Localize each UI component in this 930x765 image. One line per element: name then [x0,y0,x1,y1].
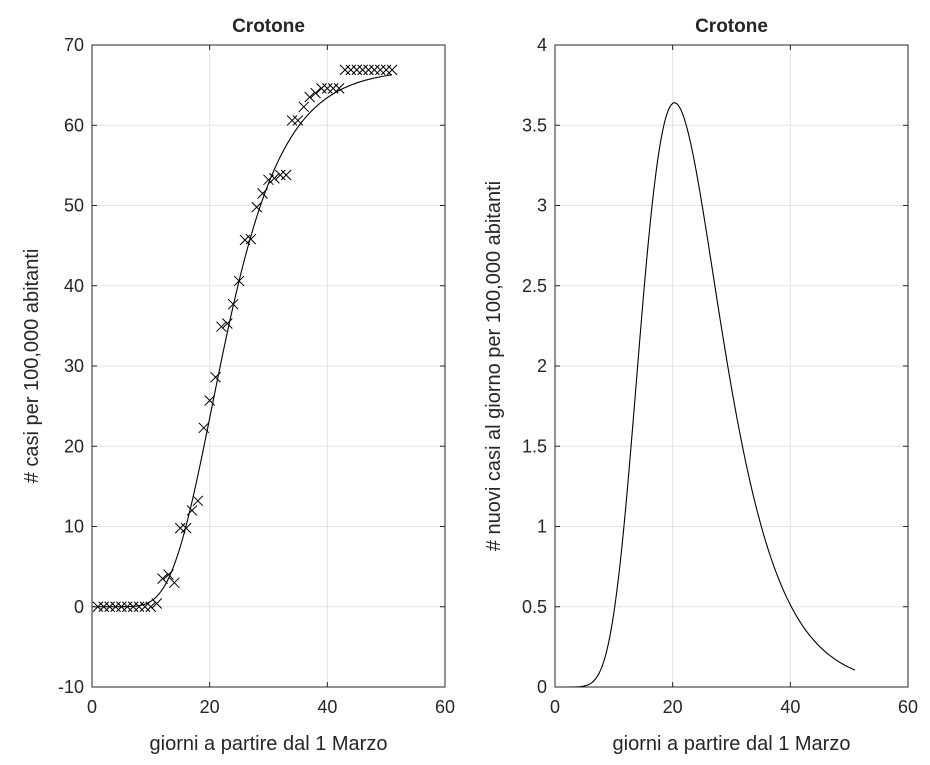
x-tick-label: 0 [550,697,560,717]
x-tick-label: 20 [663,697,683,717]
y-tick-label: 70 [64,35,84,55]
data-point-marker [286,115,298,126]
data-point-marker [180,522,192,534]
data-point-marker [316,82,327,94]
data-point-marker [192,495,204,507]
data-point-marker [216,321,227,333]
data-point-marker [345,64,357,76]
chart-title: Crotone [695,16,768,37]
data-point-marker [133,601,145,613]
data-point-marker [339,64,351,76]
chart-title: Crotone [232,16,305,37]
fit-curve-line [92,74,393,608]
data-point-marker [363,64,374,76]
fit-curve-line [555,102,856,688]
y-tick-label: 10 [64,517,84,537]
y-tick-label: -10 [58,677,84,697]
chart-2: 0 20 40 60 0 0.5 1 1.5 2 2.5 3 3.5 4 Crotone giorni a … [483,16,918,755]
data-point-marker [269,172,280,184]
x-axis-label: giorni a partire dal 1 Marzo [150,733,388,755]
x-axis-label: giorni a partire dal 1 Marzo [613,733,851,755]
data-point-marker [357,64,368,76]
data-point-marker [157,573,168,585]
y-tick-label: 1 [537,517,547,537]
data-point-marker [304,91,316,103]
data-point-marker [369,64,380,76]
data-point-marker [280,169,292,181]
data-point-marker [251,201,263,213]
y-tick-label: 60 [64,115,84,135]
data-point-marker [169,577,180,589]
y-tick-label: 1.5 [522,436,547,456]
y-tick-label: 2 [537,356,547,376]
data-point-marker [351,64,363,76]
y-tick-label: 0.5 [522,597,547,617]
x-tick-label: 20 [200,697,220,717]
y-tick-label: 50 [64,196,84,216]
y-axis-label: # nuovi casi al giorno per 100,000 abita… [483,181,505,551]
y-tick-label: 30 [64,356,84,376]
data-point-marker [310,87,321,99]
data-point-marker [298,101,310,113]
data-point-marker [274,169,286,181]
y-tick-label: 0 [74,597,84,617]
y-axis-label: # casi per 100,000 abitanti [21,249,43,484]
y-tick-label: 3.5 [522,115,547,135]
x-tick-label: 40 [317,697,337,717]
x-tick-label: 60 [435,697,455,717]
y-tick-label: 4 [537,35,547,55]
data-point-marker [374,64,386,76]
data-point-marker [321,82,333,94]
y-tick-label: 20 [64,436,84,456]
y-tick-label: 0 [537,677,547,697]
data-point-marker [139,601,151,613]
x-tick-label: 60 [898,697,918,717]
data-point-marker [386,64,398,76]
data-point-marker [174,522,186,534]
data-point-marker [245,233,257,245]
x-tick-label: 0 [87,697,97,717]
y-tick-label: 40 [64,276,84,296]
y-tick-label: 2.5 [522,276,547,296]
x-tick-label: 40 [780,697,800,717]
data-point-marker [151,598,163,609]
data-point-marker [333,82,345,94]
y-tick-label: 3 [537,196,547,216]
data-point-marker [380,64,392,76]
data-point-marker [221,318,233,329]
data-point-marker [292,115,304,126]
